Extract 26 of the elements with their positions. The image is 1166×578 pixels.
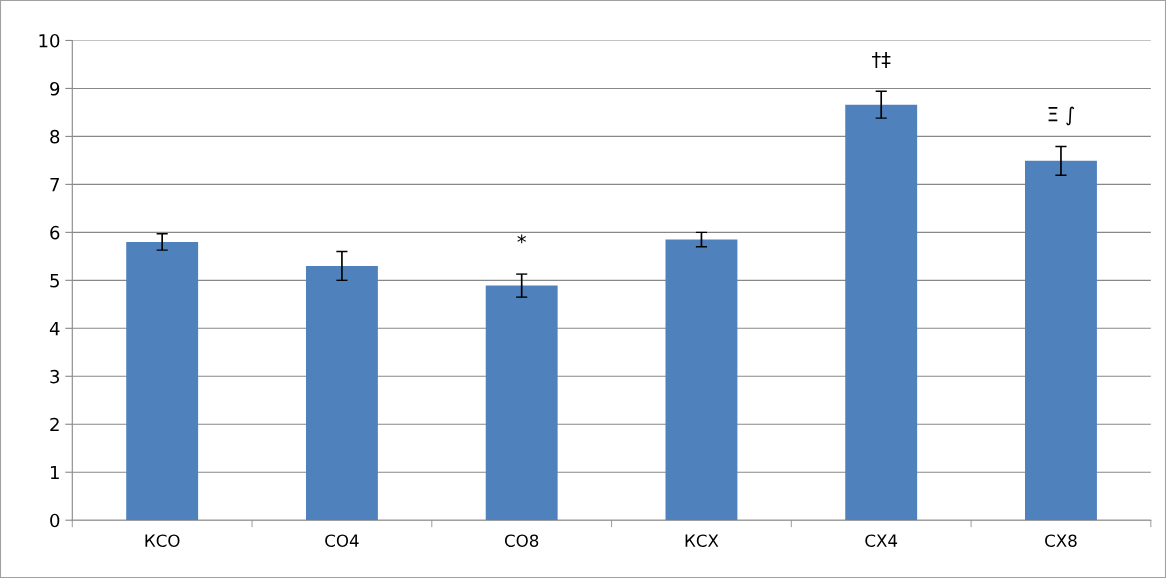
y-tick-label: 2 [50, 417, 59, 432]
x-tick-label: КСО [145, 534, 180, 547]
x-tick-label: СО4 [325, 534, 359, 547]
bar [305, 265, 378, 521]
y-tick-label: 10 [39, 33, 60, 48]
y-tick-label: 4 [49, 322, 60, 336]
annotation: Ξ ∫ [1048, 106, 1075, 126]
bar [845, 104, 918, 521]
annotation: †‡ [872, 51, 891, 68]
x-tick-label: КСХ [685, 534, 719, 547]
y-tick-label: 3 [50, 369, 60, 384]
bar [485, 285, 558, 521]
bar [665, 239, 738, 521]
y-tick-label: 7 [50, 178, 59, 192]
y-tick-label: 6 [50, 225, 60, 240]
bar [1025, 160, 1097, 521]
x-tick-label: СО8 [504, 534, 539, 547]
y-tick-label: 5 [50, 274, 59, 288]
x-tick-label: СХ4 [865, 534, 898, 547]
y-tick-label: 0 [50, 513, 60, 528]
annotation: * [517, 234, 526, 244]
y-tick-label: 1 [50, 465, 59, 480]
y-tick-label: 9 [50, 81, 60, 96]
x-tick-label: СХ8 [1045, 534, 1077, 547]
bar [126, 241, 199, 521]
y-tick-label: 8 [50, 129, 60, 144]
